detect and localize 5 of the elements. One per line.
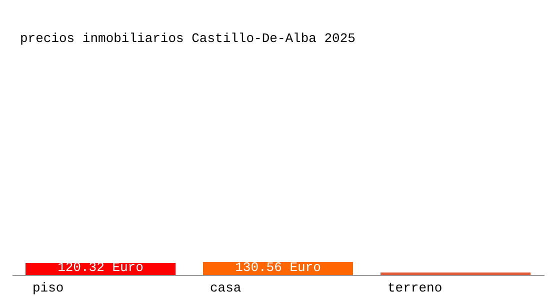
data-label: 130.56 Euro: [235, 260, 321, 275]
x-tick-label: terreno: [388, 280, 442, 296]
x-tick-label: casa: [210, 280, 242, 296]
x-tick-label: piso: [32, 280, 64, 296]
chart-title: precios inmobiliarios Castillo-De-Alba 2025: [20, 31, 356, 46]
